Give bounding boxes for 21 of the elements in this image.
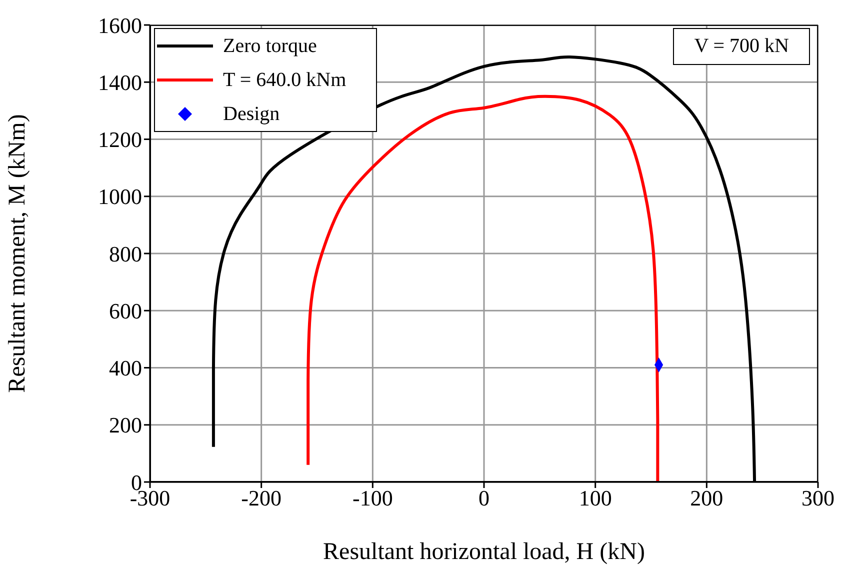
legend-label: Design xyxy=(223,102,280,127)
y-tick-label: 1200 xyxy=(98,127,142,152)
y-tick-label: 800 xyxy=(109,241,142,266)
y-tick-label: 400 xyxy=(109,356,142,381)
line-series xyxy=(306,94,660,482)
y-tick-label: 1600 xyxy=(98,12,142,38)
x-tick-label: 200 xyxy=(690,486,724,511)
y-axis-title: Resultant moment, M (kNm) xyxy=(4,114,31,393)
legend-label: T = 640.0 kNm xyxy=(223,68,346,93)
y-tick-label: 1000 xyxy=(98,184,142,210)
annotation: V = 700 kN xyxy=(673,28,810,65)
y-tick-label: 200 xyxy=(109,412,142,438)
x-axis-title: Resultant horizontal load, H (kN) xyxy=(323,539,645,565)
x-tick-label: -200 xyxy=(241,486,282,511)
x-tick-label: 100 xyxy=(578,486,612,511)
x-tick-label: 0 xyxy=(478,486,490,511)
x-tick-label: 300 xyxy=(802,486,834,511)
y-tick-label: 1400 xyxy=(98,70,142,95)
x-tick-label: -100 xyxy=(352,486,393,511)
y-tick-label: 600 xyxy=(109,298,142,324)
legend-label: Zero torque xyxy=(223,34,317,59)
